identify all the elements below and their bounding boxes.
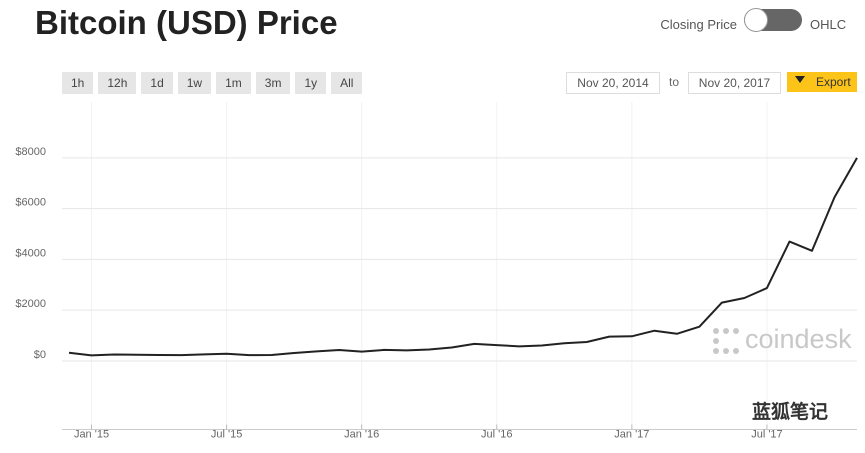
mode-switch[interactable] — [744, 8, 802, 32]
range-button[interactable]: 1d — [141, 72, 173, 94]
switch-knob — [744, 8, 768, 32]
export-label: Export — [816, 75, 851, 89]
range-buttons: 1h 12h 1d 1w 1m 3m 1y All — [62, 72, 363, 94]
range-button[interactable]: 1w — [177, 72, 212, 94]
range-button[interactable]: All — [331, 72, 363, 94]
range-button[interactable]: 1h — [62, 72, 94, 94]
x-tick-label: Jan '17 — [614, 428, 649, 440]
x-tick-label: Jan '16 — [344, 428, 379, 440]
x-tick-label: Jan '15 — [74, 428, 109, 440]
watermark-coindesk: coindesk — [745, 324, 852, 354]
range-button[interactable]: 1m — [216, 72, 251, 94]
y-tick-label: $0 — [34, 349, 46, 361]
date-to-label: to — [669, 75, 680, 89]
export-button[interactable]: Export — [787, 72, 857, 92]
y-tick-label: $6000 — [15, 197, 46, 209]
mode-closing[interactable]: Closing Price — [660, 17, 737, 32]
range-button[interactable]: 3m — [255, 72, 291, 94]
x-tick-label: Jul '16 — [481, 428, 512, 440]
y-tick-label: $2000 — [15, 298, 46, 310]
watermark-author: 蓝狐笔记 — [752, 400, 828, 423]
y-tick-label: $8000 — [15, 146, 46, 158]
x-tick-label: Jul '17 — [751, 428, 782, 440]
date-to[interactable]: Nov 20, 2017 — [688, 72, 781, 94]
date-from[interactable]: Nov 20, 2014 — [566, 72, 660, 94]
export-icon — [795, 76, 805, 83]
x-tick-label: Jul '15 — [211, 428, 242, 440]
mode-ohlc[interactable]: OHLC — [810, 17, 847, 32]
chart-title: Bitcoin (USD) Price — [35, 4, 338, 41]
price-line — [68, 157, 858, 357]
range-button[interactable]: 1y — [295, 72, 327, 94]
coindesk-logo — [713, 328, 739, 354]
y-tick-label: $4000 — [15, 247, 46, 259]
plot: Jan '15 Jul '15 Jan '16 Jul '16 Jan '17 Jul '… — [15, 102, 858, 440]
range-button[interactable]: 12h — [98, 72, 137, 94]
